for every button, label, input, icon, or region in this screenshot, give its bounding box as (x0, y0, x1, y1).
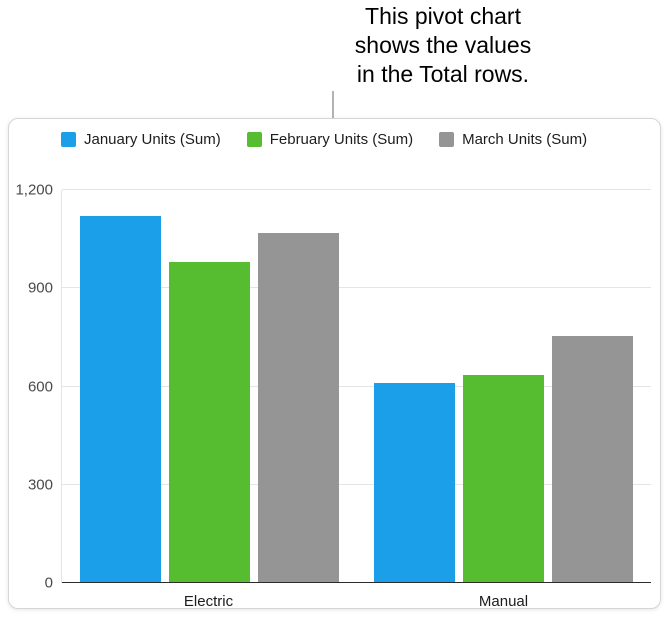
legend-swatch-march (439, 132, 455, 147)
bar-group-manual (357, 190, 652, 583)
bar-manual-february[interactable] (463, 375, 545, 583)
legend-item-january[interactable]: January Units (Sum) (61, 131, 221, 148)
pivot-chart-card: January Units (Sum) February Units (Sum)… (8, 118, 661, 610)
bar-group-electric (62, 190, 357, 583)
y-tick-label-300: 300 (27, 476, 53, 494)
legend-label-february: February Units (Sum) (269, 131, 414, 148)
chart-legend: January Units (Sum) February Units (Sum)… (61, 131, 587, 148)
y-tick-label-900: 900 (27, 279, 53, 297)
y-tick-label-0: 0 (44, 574, 53, 592)
y-tick-label-600: 600 (27, 378, 53, 395)
annotation-line-3: in the Total rows. (356, 61, 530, 87)
gridline-900 (62, 287, 651, 289)
legend-label-march: March Units (Sum) (462, 131, 588, 148)
legend-item-march[interactable]: March Units (Sum) (439, 131, 587, 148)
bar-electric-january[interactable] (79, 216, 161, 583)
legend-label-january: January Units (Sum) (84, 131, 221, 148)
gridline-1200 (62, 189, 651, 190)
x-axis-labels: Electric Manual (61, 593, 651, 610)
bars-container (62, 190, 651, 583)
plot-area: 0 300 600 900 1,200 (15, 182, 651, 592)
annotation-line-1: This pivot chart (365, 3, 521, 29)
x-axis-label-electric: Electric (183, 593, 234, 610)
legend-swatch-february (246, 132, 262, 147)
y-tick-label-1200: 1,200 (15, 181, 53, 199)
bar-manual-march[interactable] (552, 335, 634, 583)
bar-electric-february[interactable] (168, 262, 250, 583)
x-axis-label-manual: Manual (478, 593, 529, 610)
annotation-text: This pivot chart shows the values in the… (300, 2, 586, 89)
x-axis-line (62, 582, 651, 583)
bar-manual-january[interactable] (374, 383, 456, 583)
gridline-600 (62, 385, 651, 387)
gridline-300 (62, 483, 651, 485)
legend-swatch-january (61, 132, 76, 147)
annotation-line-2: shows the values (354, 32, 532, 58)
legend-item-february[interactable]: February Units (Sum) (246, 131, 414, 148)
bar-electric-march[interactable] (257, 232, 339, 583)
callout-line (332, 91, 334, 118)
